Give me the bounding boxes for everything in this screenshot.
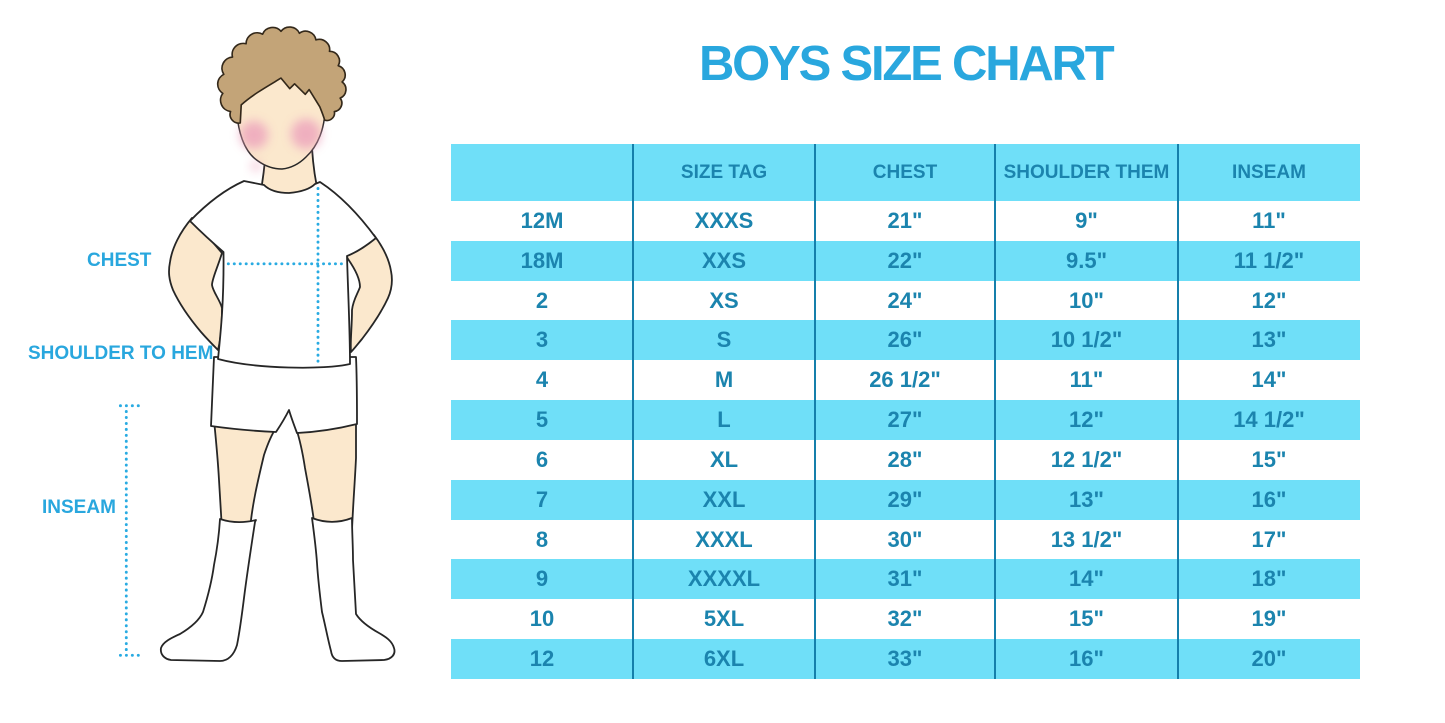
svg-text:INSEAM: INSEAM: [42, 497, 116, 518]
svg-text:SHOULDER TO HEM: SHOULDER TO HEM: [28, 343, 213, 364]
svg-text:CHEST: CHEST: [87, 250, 152, 271]
